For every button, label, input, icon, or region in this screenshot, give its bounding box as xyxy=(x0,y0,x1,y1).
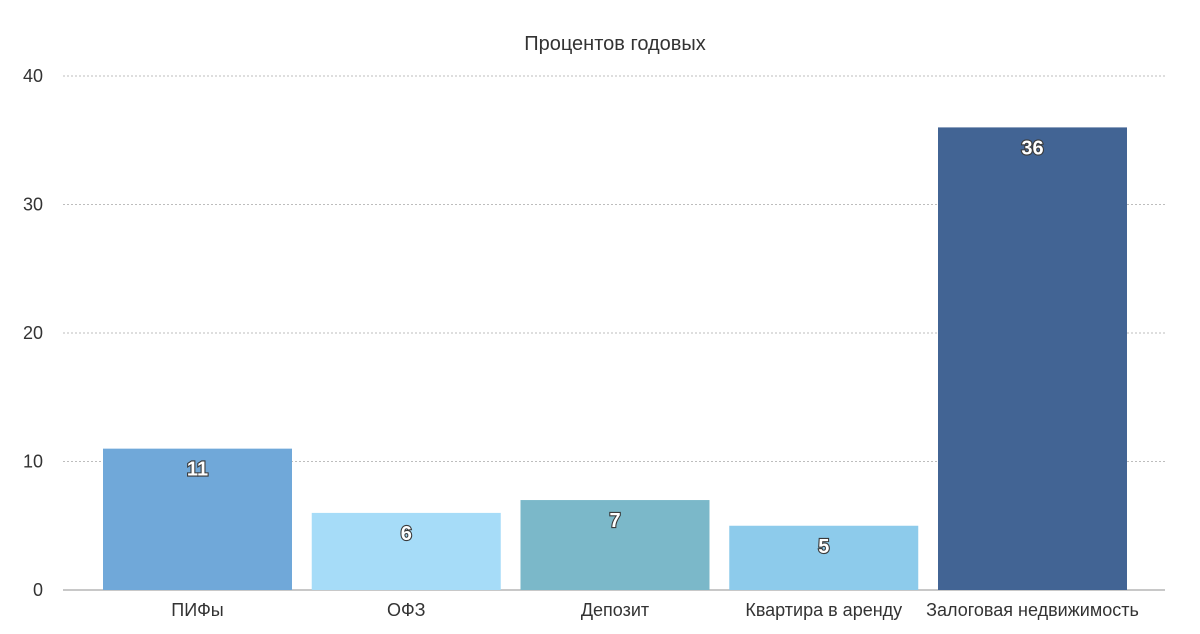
bars-layer xyxy=(103,127,1127,591)
bar xyxy=(311,512,501,590)
x-tick-label: Депозит xyxy=(581,600,649,620)
data-label: 11 xyxy=(187,459,208,481)
bar xyxy=(103,448,292,590)
y-tick-label: 0 xyxy=(33,580,43,600)
x-tick-label: ОФЗ xyxy=(387,600,426,620)
bar xyxy=(938,127,1127,591)
data-label: 5 xyxy=(818,536,829,558)
y-tick-label: 40 xyxy=(23,66,43,86)
data-label: 36 xyxy=(1021,137,1043,159)
y-tick-label: 10 xyxy=(23,452,43,472)
bar xyxy=(520,500,710,590)
data-label: 7 xyxy=(609,510,620,532)
x-tick-label: Квартира в аренду xyxy=(745,600,902,620)
x-tick-label: ПИФы xyxy=(171,600,224,620)
x-tick-label: Залоговая недвижимость xyxy=(926,600,1139,620)
data-label: 6 xyxy=(401,523,412,545)
bar xyxy=(729,525,919,590)
chart-title: Процентов годовых xyxy=(524,33,706,55)
y-tick-label: 20 xyxy=(23,323,43,343)
labels-layer: 0 10 20 30 40 11 ПИФы 6 ОФЗ 7 Депозит 5 Квартира в а… xyxy=(23,66,1139,620)
y-tick-label: 30 xyxy=(23,195,43,215)
